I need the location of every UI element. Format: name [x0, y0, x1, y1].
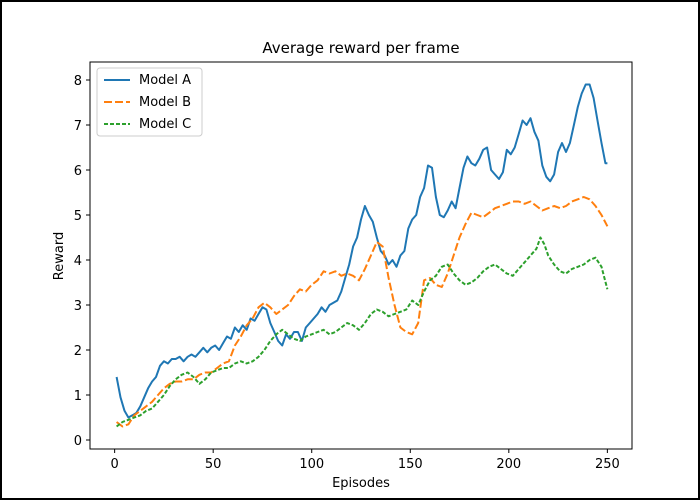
plot-area: [89, 61, 633, 450]
x-tick-label: 0: [110, 457, 118, 472]
x-tick-label: 200: [496, 457, 521, 472]
legend-label-model-b: Model B: [139, 95, 191, 110]
y-axis-title: Reward: [52, 232, 67, 280]
series-line-model-b: [115, 196, 609, 428]
y-tick-label: 2: [74, 344, 82, 359]
y-tick-label: 7: [74, 119, 82, 134]
y-tick-label: 8: [74, 74, 82, 89]
legend-box: [96, 67, 203, 137]
series-line-model-c: [115, 236, 609, 428]
x-axis-title: Episodes: [332, 476, 390, 491]
y-tick-label: 5: [74, 209, 82, 224]
legend: Model A Model B Model C: [96, 67, 203, 137]
legend-label-model-a: Model A: [139, 73, 191, 88]
series-layer: [115, 83, 609, 428]
chart-title: Average reward per frame: [262, 39, 459, 57]
y-tick-label: 6: [74, 164, 82, 179]
x-tick-label: 100: [299, 457, 324, 472]
x-tick-label: 50: [205, 457, 222, 472]
y-tick-label: 0: [74, 434, 82, 449]
y-tick-label: 3: [74, 299, 82, 314]
tick-layer: 0 50 100 150 200 250 0 1 2 3 4 5 6 7 8: [74, 74, 620, 472]
legend-label-model-c: Model C: [139, 117, 191, 132]
x-tick-label: 250: [595, 457, 620, 472]
y-tick-label: 4: [74, 254, 82, 269]
x-tick-label: 150: [398, 457, 423, 472]
series-line-model-a: [115, 83, 608, 419]
y-tick-label: 1: [74, 389, 82, 404]
